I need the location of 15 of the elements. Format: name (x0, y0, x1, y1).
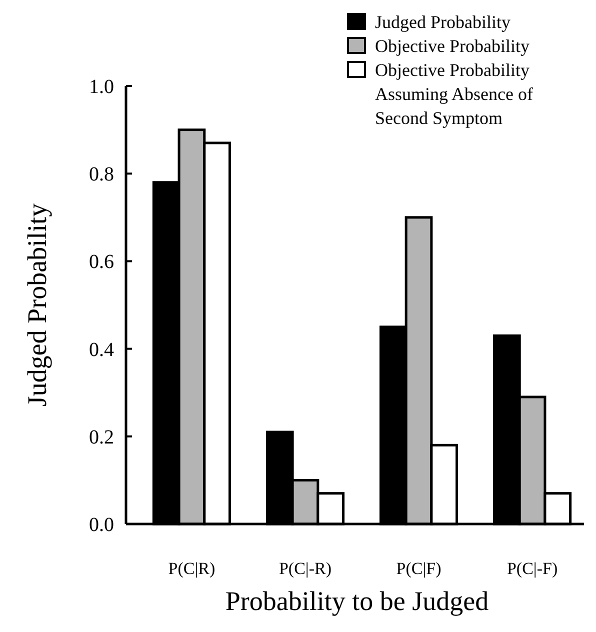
legend-label: Judged Probability (375, 12, 510, 32)
y-axis-title: Judged Probability (22, 202, 52, 407)
legend-label: Objective Probability Assuming Absence of Second Symptom (375, 60, 533, 128)
y-tick-label: 0.2 (89, 426, 114, 448)
x-tick-label: P(C|-F) (506, 559, 558, 578)
x-tick-label: P(C|-R) (278, 559, 332, 578)
legend-label: Objective Probability (375, 36, 530, 56)
y-tick-label: 0.0 (89, 514, 114, 536)
y-tick-label: 0.6 (89, 251, 114, 274)
y-tick-label: 1.0 (89, 76, 114, 98)
y-tick-label: 0.4 (89, 338, 114, 361)
x-tick-label: P(C|F) (396, 559, 442, 578)
y-tick-label: 0.8 (89, 164, 114, 186)
x-axis-title: Probability to be Judged (225, 586, 490, 616)
x-tick-label: P(C|R) (168, 559, 216, 578)
